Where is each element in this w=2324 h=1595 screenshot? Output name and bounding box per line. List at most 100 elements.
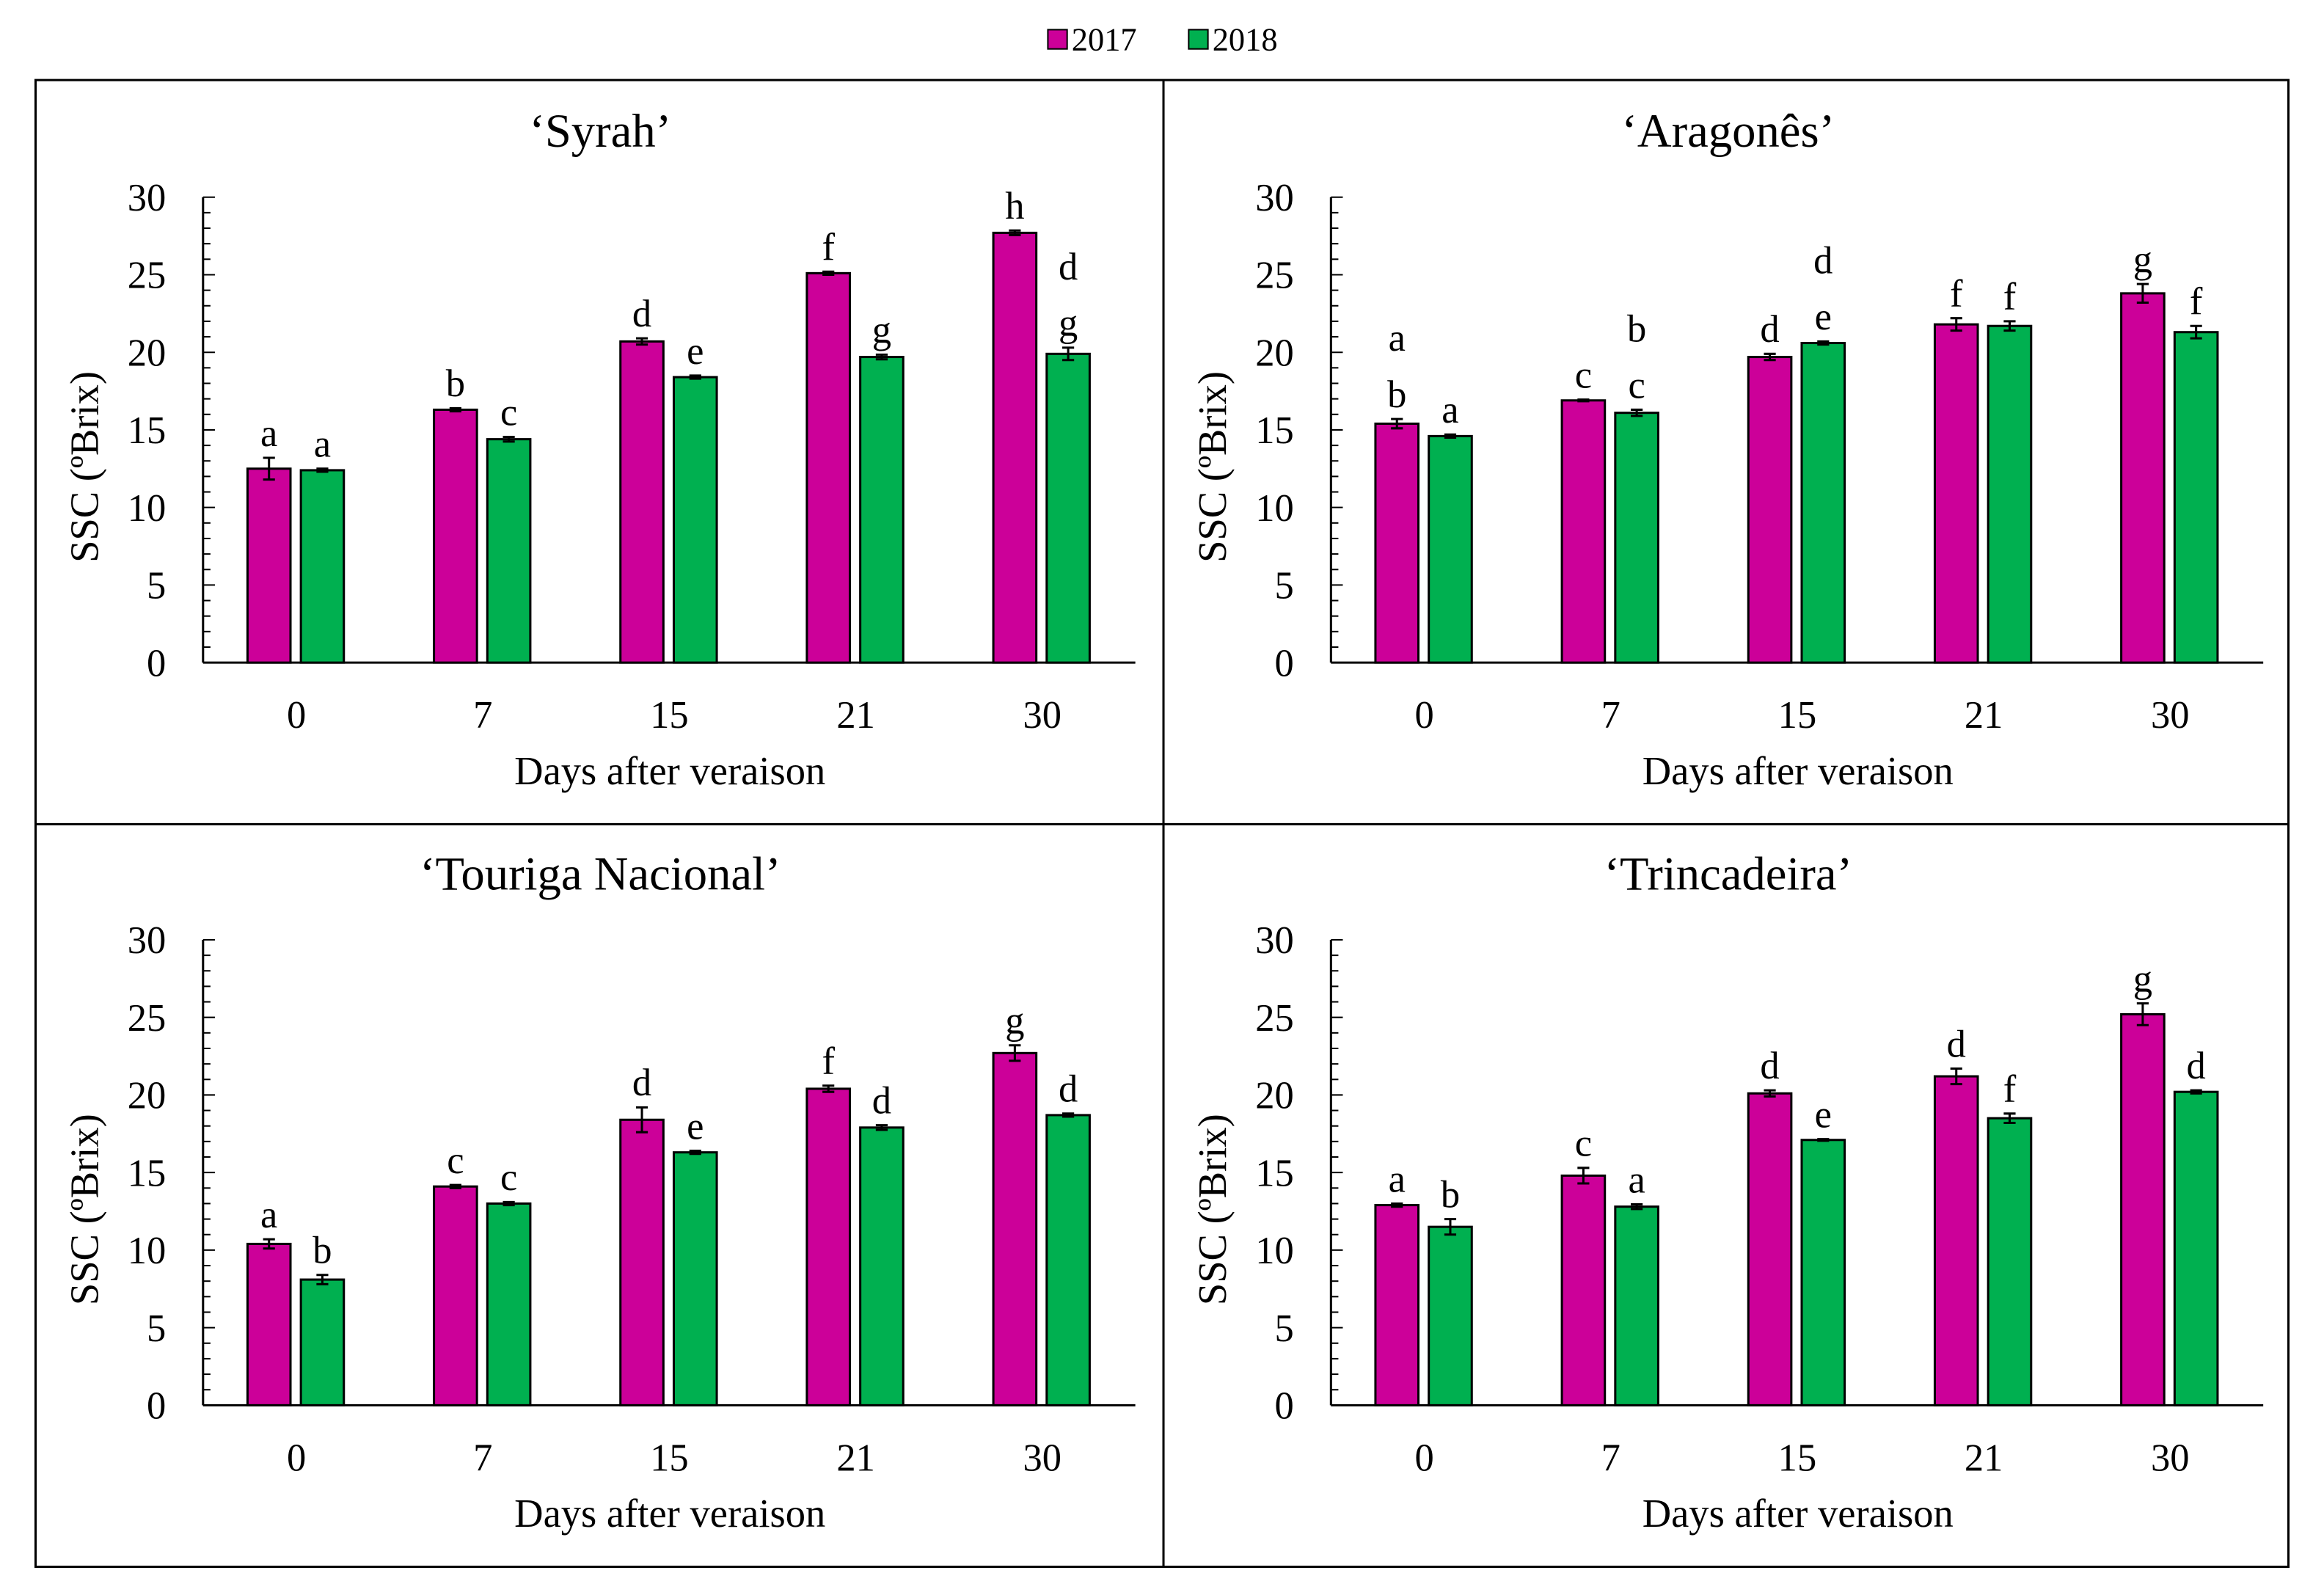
error-bar [822, 270, 835, 276]
error-bar [263, 456, 275, 481]
error-bar [635, 1106, 648, 1134]
legend-label-2018: 2018 [1213, 21, 1278, 58]
bar-2018-day-0 [1428, 1225, 1473, 1406]
significance-letter: g [872, 309, 891, 351]
significance-letter: d [1947, 1023, 1966, 1065]
error-bar [1009, 1044, 1021, 1062]
significance-letter: d [1059, 1068, 1078, 1111]
bar-2017-day-0 [246, 467, 292, 664]
bar-2017-day-7 [1560, 1174, 1607, 1406]
significance-letter: a [1389, 317, 1406, 359]
significance-letter: b [313, 1230, 332, 1272]
error-bar [1950, 1067, 1962, 1086]
error-bar [316, 1274, 329, 1285]
x-tick-label: 0 [287, 694, 306, 737]
x-tick-label: 30 [2151, 1437, 2190, 1479]
error-bar [822, 1084, 835, 1093]
significance-letter: a [260, 1194, 277, 1236]
significance-letter: a [1441, 389, 1458, 431]
x-tick-label: 30 [2151, 694, 2190, 737]
significance-letter: g [2133, 957, 2152, 1000]
bar-2018-day-21 [859, 356, 905, 664]
panel-title: ‘Trincadeira’ [1604, 847, 1852, 899]
significance-letter: f [2003, 1068, 2017, 1111]
panel-title: ‘Syrah’ [529, 104, 671, 157]
significance-letter: d [2187, 1045, 2206, 1087]
x-axis-label: Days after veraison [514, 1491, 825, 1536]
significance-letter: d [632, 1062, 651, 1104]
bar-2018-day-7 [486, 1202, 532, 1406]
bar-2018-day-15 [672, 376, 718, 664]
x-tick-label: 30 [1023, 694, 1061, 737]
error-bar [2136, 282, 2149, 304]
bar-2018-day-0 [1428, 434, 1473, 664]
bar-2017-day-30 [992, 1051, 1038, 1406]
x-tick-label: 7 [473, 1437, 492, 1479]
bar-2017-day-21 [1933, 1075, 1979, 1406]
x-axis-label: Days after veraison [1642, 748, 1954, 793]
error-bar [1577, 398, 1590, 403]
bar-2017-day-7 [433, 408, 478, 664]
y-tick-label: 25 [1255, 997, 1294, 1040]
x-axis-label: Days after veraison [514, 748, 825, 793]
bar-2018-day-15 [1800, 342, 1846, 664]
y-tick-label: 15 [1255, 409, 1294, 452]
y-tick-label: 0 [147, 642, 166, 685]
significance-letter: c [1575, 354, 1592, 397]
y-tick-label: 20 [128, 1075, 167, 1117]
significance-letter: c [500, 1156, 517, 1199]
bar-2018-day-21 [1987, 1117, 2033, 1406]
significance-letter: c [1628, 364, 1645, 406]
significance-letter: g [1059, 302, 1078, 345]
legend-swatch-2018 [1188, 29, 1209, 50]
bar-2017-day-30 [2120, 292, 2166, 664]
significance-letter: a [314, 423, 331, 466]
x-tick-label: 0 [287, 1437, 306, 1479]
bar-2018-day-30 [1045, 352, 1091, 664]
error-bar [2003, 1112, 2016, 1125]
error-bar [1009, 229, 1021, 237]
significance-letter: h [1005, 185, 1024, 227]
bar-2018-day-30 [2173, 331, 2219, 664]
significance-letter: e [1815, 296, 1832, 338]
error-bar [503, 1200, 515, 1207]
significance-letter: e [687, 1105, 704, 1147]
y-tick-label: 25 [128, 997, 167, 1040]
bar-2018-day-7 [1614, 1205, 1659, 1406]
legend: 2017 2018 [1047, 21, 1278, 58]
bar-2017-day-0 [246, 1242, 292, 1406]
error-bar [1444, 1218, 1457, 1236]
y-tick-label: 20 [1255, 1075, 1294, 1117]
bar-2018-day-0 [299, 469, 346, 664]
significance-letter: g [1005, 1000, 1024, 1043]
bar-2018-day-0 [299, 1278, 346, 1406]
y-tick-label: 5 [1275, 1307, 1294, 1350]
y-tick-label: 15 [128, 409, 167, 452]
y-axis-label: SSC (ºBrix) [62, 371, 106, 563]
error-bar [1817, 1138, 1830, 1142]
significance-letter: e [687, 330, 704, 373]
error-bar [449, 1183, 461, 1189]
y-tick-label: 5 [147, 565, 166, 607]
significance-letter: f [2190, 280, 2203, 323]
significance-letter: b [1627, 308, 1646, 351]
error-bar [1817, 340, 1830, 346]
significance-letter: a [1628, 1158, 1645, 1201]
error-bar [1577, 1167, 1590, 1185]
error-bar [689, 1150, 701, 1156]
y-tick-label: 15 [128, 1152, 167, 1194]
bar-2017-day-15 [1747, 356, 1793, 664]
x-tick-label: 7 [1601, 1437, 1620, 1479]
y-tick-label: 10 [128, 487, 167, 530]
legend-swatch-2017 [1047, 29, 1068, 50]
error-bar [1631, 408, 1643, 417]
y-tick-label: 0 [1275, 642, 1294, 685]
bar-2018-day-7 [1614, 412, 1659, 664]
error-bar [1444, 433, 1457, 439]
y-tick-label: 25 [1255, 255, 1294, 297]
error-bar [875, 1124, 888, 1131]
panel-3: ‘Trincadeira’ 0 5 10 15 20 25 30 SSC (ºBrix) Days… [1190, 847, 2264, 1536]
bar-2017-day-30 [992, 231, 1038, 664]
error-bar [635, 337, 648, 346]
error-bar [689, 374, 701, 380]
